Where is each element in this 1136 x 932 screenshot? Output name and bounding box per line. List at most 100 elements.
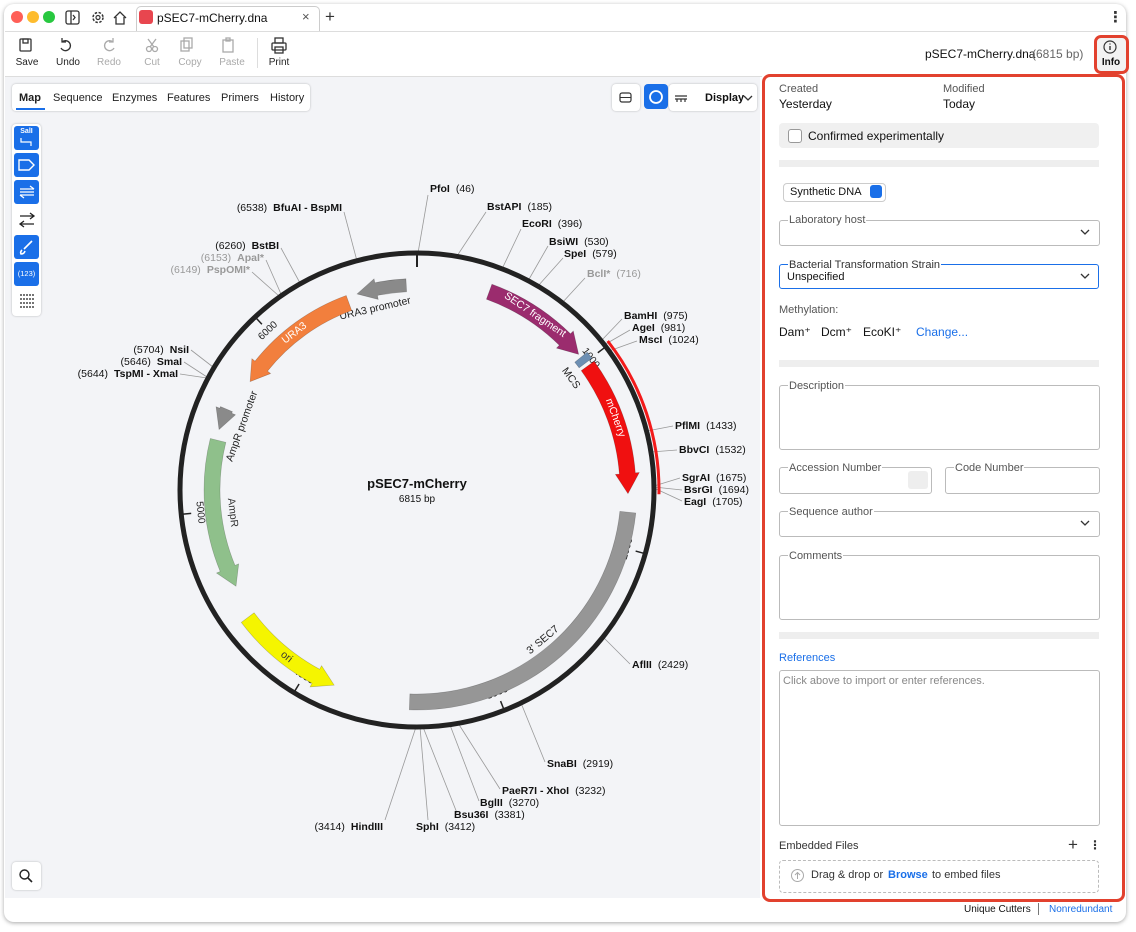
feature-arrow [215, 406, 237, 431]
description-field[interactable] [779, 385, 1100, 450]
strain-value: Unspecified [787, 271, 845, 283]
redo-button[interactable]: Redo [97, 57, 121, 68]
primer-tool[interactable] [17, 211, 37, 229]
cut-site-line [457, 722, 501, 790]
change-link[interactable]: Change... [916, 325, 969, 339]
display-menu[interactable]: Display [705, 92, 745, 104]
enzyme-tool[interactable] [14, 126, 39, 150]
feature-label: AmpR promoter [224, 389, 261, 463]
feature-arrow [356, 278, 407, 300]
paste-button[interactable]: Paste [219, 57, 245, 68]
copy-button[interactable]: Copy [178, 57, 202, 68]
cut-site-line [602, 636, 631, 665]
enzyme-name: SphI [416, 821, 439, 833]
minimize-button[interactable] [27, 11, 39, 23]
comments-field[interactable] [779, 555, 1100, 620]
file-icon [139, 10, 153, 24]
enzyme-name: BbvCI [679, 444, 709, 456]
close-button[interactable] [11, 11, 23, 23]
cut-button[interactable]: Cut [144, 57, 160, 68]
cut-site-line [527, 245, 549, 282]
enzyme-name: TspMI - XmaI [114, 368, 178, 380]
modified-label: Modified [943, 83, 985, 95]
view-tabs [12, 84, 310, 111]
add-file-button[interactable]: + [1068, 835, 1078, 854]
enzyme-name: BclI* [587, 268, 611, 280]
nonredundant[interactable]: Nonredundant [1049, 904, 1113, 915]
files-menu[interactable]: ⋮ [1089, 838, 1101, 852]
close-tab[interactable]: × [302, 9, 310, 24]
view-tab[interactable]: Map [19, 92, 41, 104]
toolbar-icons [19, 37, 287, 54]
title-icons[interactable] [62, 8, 132, 28]
strain-label: Bacterial Transformation Strain [788, 259, 942, 271]
enzyme-name: PflMI [675, 420, 700, 432]
enzyme-label: (6149) PspOMI* [170, 264, 250, 276]
view-tab[interactable]: Primers [221, 92, 259, 104]
print-button[interactable]: Print [268, 57, 290, 68]
methylation-dam: Dam⁺ [779, 325, 811, 339]
document-tab[interactable] [136, 6, 320, 31]
drop-suffix: to embed files [932, 869, 1001, 881]
zoom-button[interactable] [43, 11, 55, 23]
search-button[interactable] [12, 862, 41, 890]
drop-zone[interactable] [779, 860, 1099, 893]
references-link[interactable]: References [779, 652, 836, 664]
window-menu[interactable]: ⋮ [1108, 9, 1123, 26]
references-field[interactable] [779, 670, 1100, 826]
enzyme-site: (6538) [237, 202, 267, 214]
feature-arrow [409, 510, 637, 711]
feature-arrow [240, 612, 335, 688]
view-tab[interactable]: Enzymes [112, 92, 158, 104]
enzyme-site: (3232) [575, 785, 605, 797]
undo-button[interactable]: Undo [56, 57, 80, 68]
molecule-type-select[interactable] [783, 183, 886, 202]
unique-cutters[interactable]: Unique Cutters [964, 904, 1031, 915]
cut-site-line [183, 361, 208, 378]
confirmed-checkbox[interactable] [788, 129, 802, 143]
enzyme-name: NsiI [170, 344, 189, 356]
view-tab[interactable]: Sequence [53, 92, 103, 104]
new-tab[interactable]: + [325, 7, 335, 26]
enzyme-name: BglII [480, 797, 503, 809]
footer-divider [1038, 903, 1039, 915]
enzyme-name: SnaBI [547, 758, 577, 770]
toolbar-divider [257, 38, 258, 68]
enzyme-label: MscI (1024) [639, 334, 699, 346]
cut-site-line [520, 702, 546, 763]
view-tab[interactable]: History [270, 92, 305, 104]
circular-icon [649, 90, 663, 104]
enzyme-label: EagI (1705) [684, 496, 743, 508]
feature-arrow [574, 351, 593, 369]
enzyme-name: BsrGI [684, 484, 713, 496]
dropdown-chevron [1080, 229, 1090, 235]
enzyme-label: (6538) BfuAI - BspMI [237, 202, 342, 214]
select-stepper[interactable] [870, 185, 882, 198]
embedded-files-label: Embedded Files [779, 840, 859, 852]
open-link-button[interactable] [908, 471, 928, 489]
orf-icon [19, 185, 35, 199]
tab-title: pSEC7-mCherry.dna [157, 11, 268, 25]
enzyme-name: BsiWI [549, 236, 578, 248]
created-label: Created [779, 83, 819, 95]
numbering-tool[interactable] [14, 262, 39, 286]
chevron [743, 95, 753, 101]
titlebar-divider [5, 31, 1126, 32]
enzyme-site: (185) [527, 201, 552, 213]
confirmed-row [779, 123, 1099, 148]
bp-tick [255, 317, 263, 325]
feature-arrow [580, 360, 640, 495]
enzyme-label: BsiWI (530) [549, 236, 609, 248]
enzyme-name: PaeR7I - XhoI [502, 785, 569, 797]
view-tab[interactable]: Features [167, 92, 211, 104]
enzyme-site: (6149) [170, 264, 200, 276]
save-button[interactable]: Save [15, 57, 39, 68]
table-tool[interactable] [17, 292, 37, 310]
sequence-view-icon[interactable] [673, 91, 689, 105]
enzyme-site: (1694) [719, 484, 749, 496]
circular-view-button[interactable] [644, 84, 668, 109]
feature-arrow [486, 283, 580, 355]
browse-link[interactable]: Browse [888, 869, 928, 881]
enzyme-site: (5646) [121, 356, 151, 368]
